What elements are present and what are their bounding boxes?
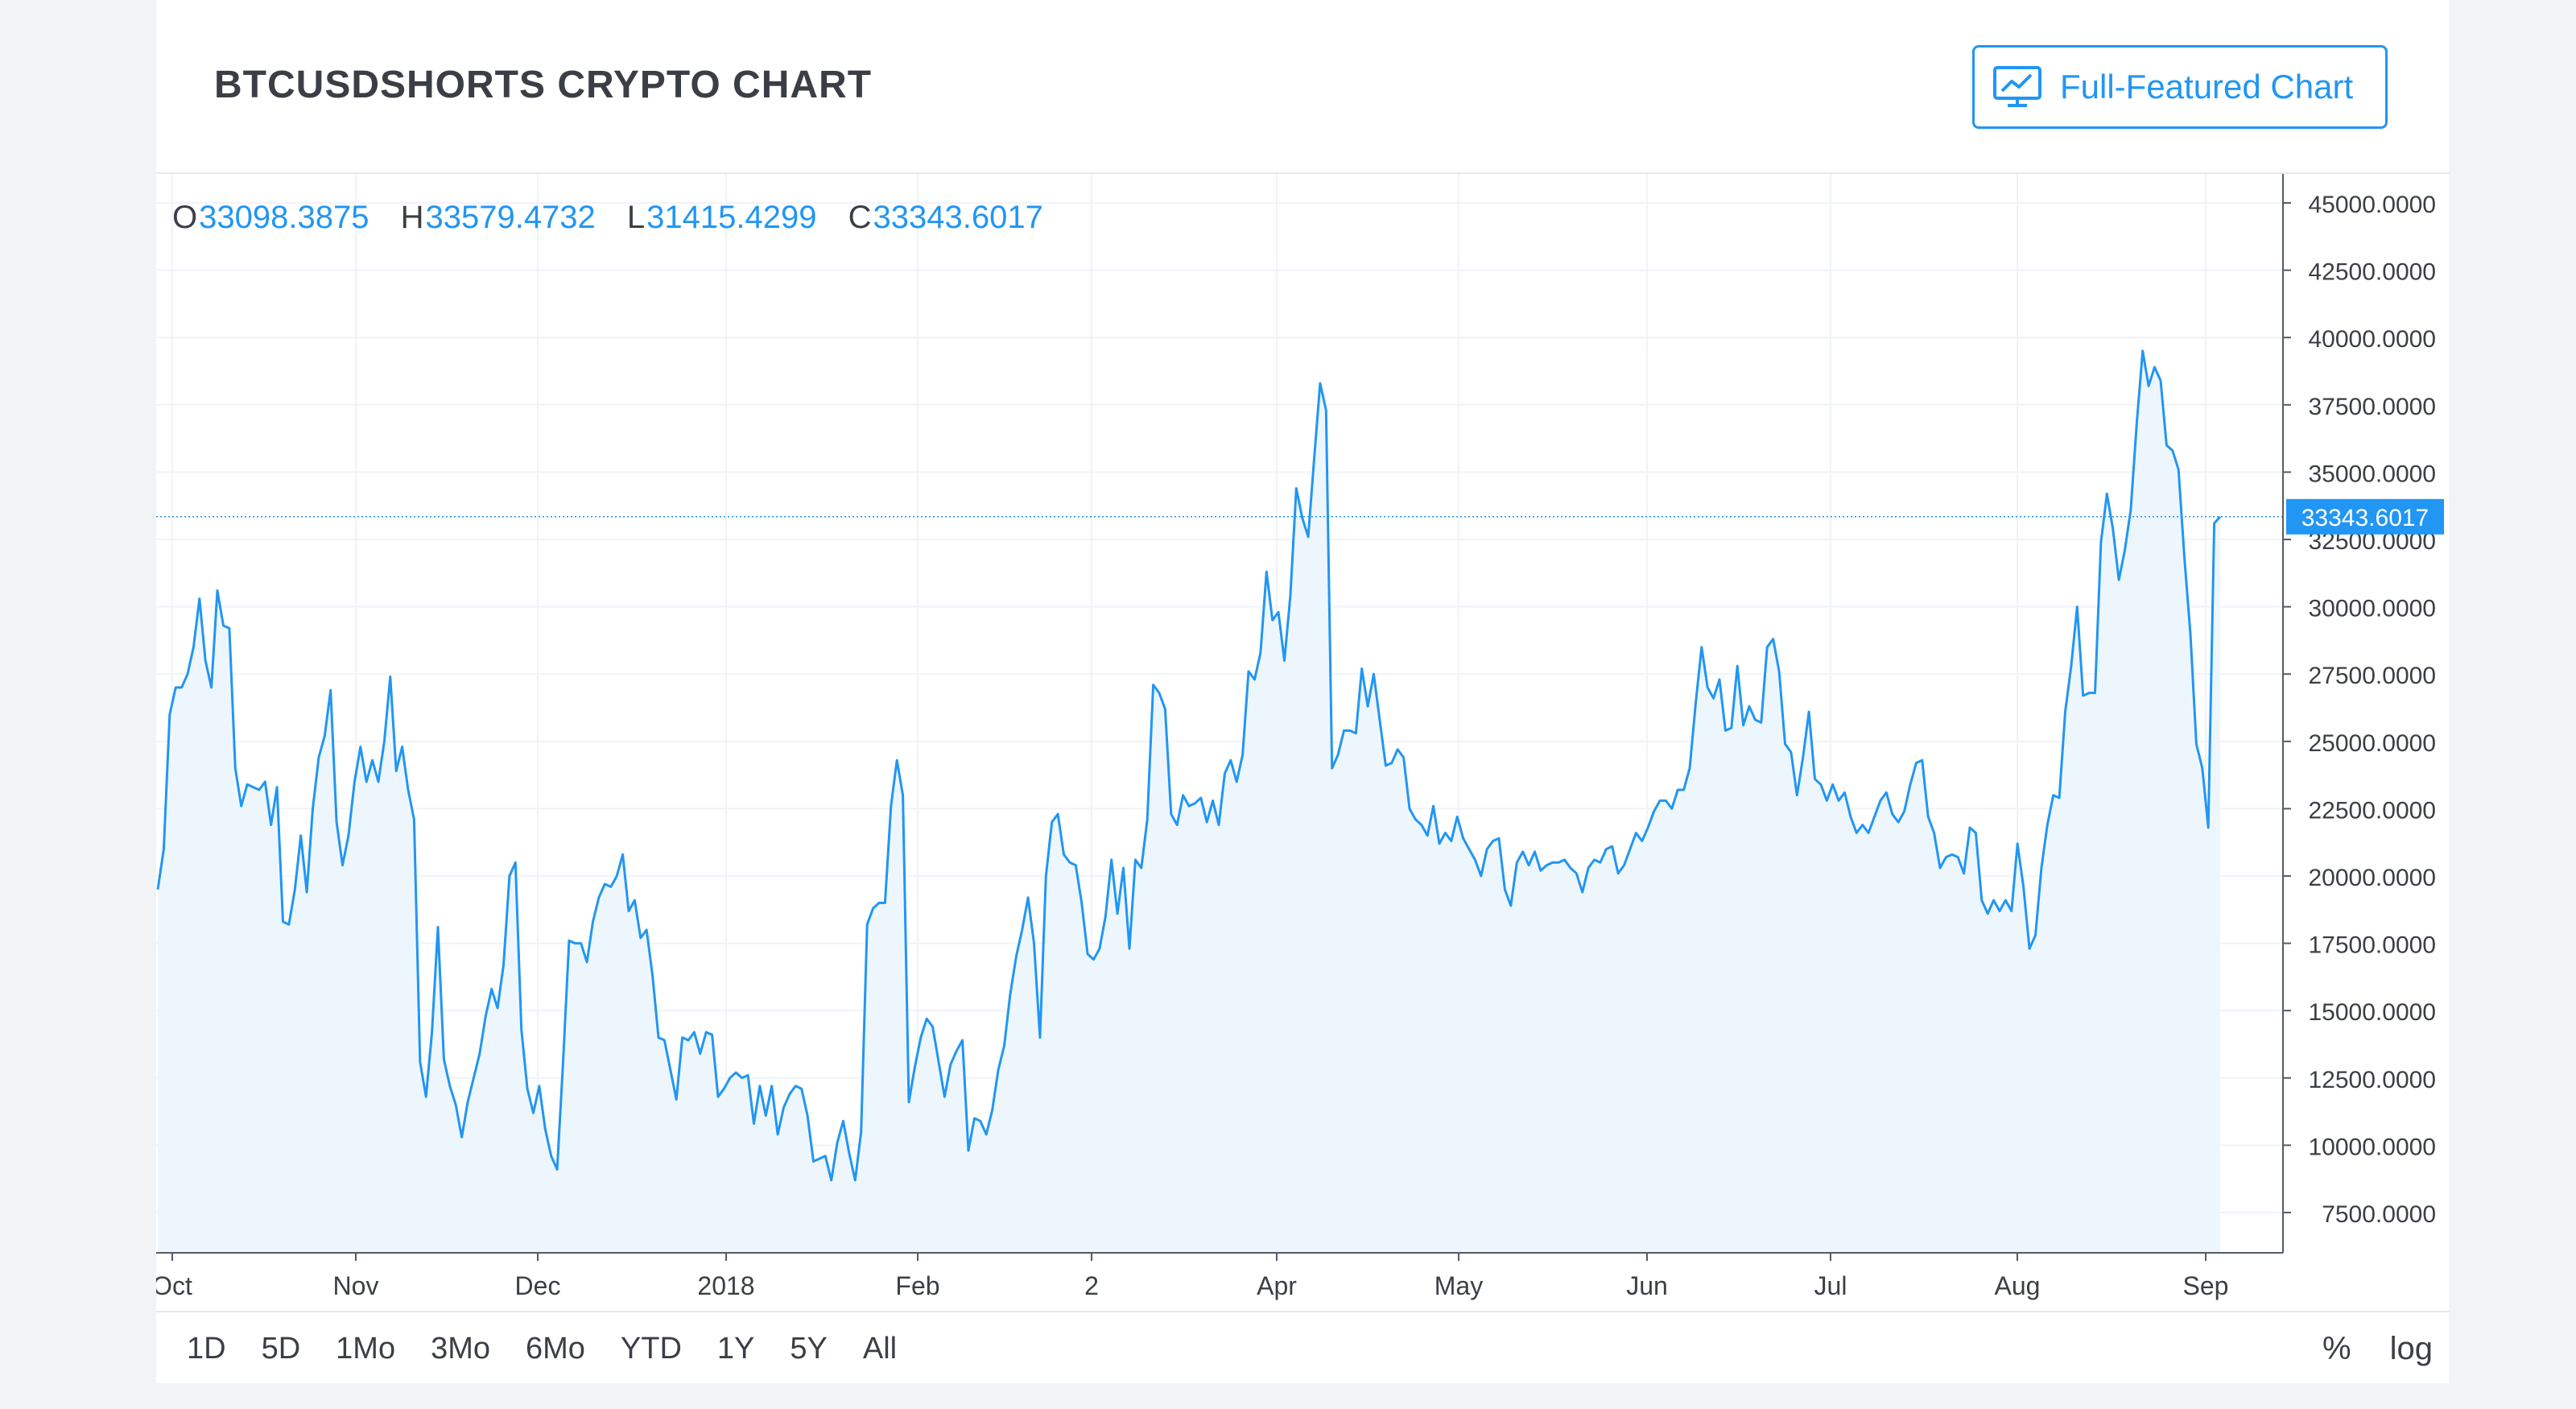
open-key: O <box>172 200 198 235</box>
scale-controls: % log <box>2284 1312 2433 1385</box>
full-featured-chart-button[interactable]: Full-Featured Chart <box>1972 45 2388 129</box>
y-tick-label: 22500.0000 <box>2309 797 2437 824</box>
range-ytd[interactable]: YTD <box>620 1331 682 1366</box>
x-tick-label: Jul <box>1814 1271 1847 1300</box>
y-tick-label: 15000.0000 <box>2309 999 2437 1026</box>
price-area <box>158 350 2220 1253</box>
x-tick-label: Nov <box>333 1271 379 1300</box>
x-tick-label: Apr <box>1257 1271 1297 1300</box>
close-value: 33343.6017 <box>873 200 1043 235</box>
range-toolbar: 1D 5D 1Mo 3Mo 6Mo YTD 1Y 5Y All % log <box>156 1311 2449 1385</box>
chart-card: BTCUSDSHORTS CRYPTO CHART Full-Featured … <box>156 0 2449 1383</box>
y-tick-label: 10000.0000 <box>2309 1134 2437 1160</box>
y-tick-label: 42500.0000 <box>2309 259 2437 286</box>
y-tick-label: 20000.0000 <box>2309 865 2437 891</box>
low-value: 31415.4299 <box>646 200 817 235</box>
range-1d[interactable]: 1D <box>187 1331 226 1366</box>
last-price-label: 33343.6017 <box>2301 505 2429 531</box>
high-key: H <box>400 200 424 235</box>
x-tick-label: Oct <box>156 1271 192 1300</box>
y-tick-label: 7500.0000 <box>2322 1201 2436 1228</box>
last-price-badge <box>2286 498 2444 535</box>
y-tick-label: 35000.0000 <box>2309 461 2437 487</box>
open-value: 33098.3875 <box>199 200 369 235</box>
y-tick-label: 12500.0000 <box>2309 1067 2437 1093</box>
price-chart[interactable]: 45000.0000 42500.0000 40000.0000 37500.0000… <box>156 0 2449 1311</box>
x-tick-label: 2 <box>1084 1271 1099 1300</box>
range-all[interactable]: All <box>862 1331 898 1366</box>
full-featured-chart-label: Full-Featured Chart <box>2060 68 2354 105</box>
y-tick-label: 27500.0000 <box>2309 663 2437 689</box>
page-title: BTCUSDSHORTS CRYPTO CHART <box>214 64 873 106</box>
x-tick-label: May <box>1435 1271 1483 1300</box>
high-value: 33579.4732 <box>425 200 596 235</box>
y-tick-label: 40000.0000 <box>2309 326 2437 353</box>
y-tick-label: 45000.0000 <box>2309 192 2437 218</box>
log-scale-toggle[interactable]: log <box>2389 1330 2433 1366</box>
range-1mo[interactable]: 1Mo <box>336 1331 396 1366</box>
x-tick-label: Aug <box>1995 1271 2041 1300</box>
percent-scale-toggle[interactable]: % <box>2322 1330 2351 1366</box>
y-tick-label: 17500.0000 <box>2309 932 2437 959</box>
range-buttons: 1D 5D 1Mo 3Mo 6Mo YTD 1Y 5Y All <box>169 1312 914 1385</box>
range-5y[interactable]: 5Y <box>790 1331 828 1366</box>
price-line <box>156 349 2222 1182</box>
x-tick-label: Sep <box>2183 1271 2229 1300</box>
chart-monitor-icon <box>1992 65 2042 109</box>
range-1y[interactable]: 1Y <box>716 1331 755 1366</box>
close-key: C <box>848 200 872 235</box>
ohlc-legend: O33098.3875 H33579.4732 L31415.4299 C333… <box>172 200 1066 236</box>
low-key: L <box>626 200 646 235</box>
chart-header: BTCUSDSHORTS CRYPTO CHART Full-Featured … <box>156 0 2449 174</box>
x-tick-label: Dec <box>515 1271 561 1300</box>
y-tick-label: 25000.0000 <box>2309 730 2437 757</box>
y-tick-label: 37500.0000 <box>2309 394 2437 420</box>
x-tick-label: Jun <box>1626 1271 1668 1300</box>
y-tick-label: 30000.0000 <box>2309 596 2437 622</box>
range-5d[interactable]: 5D <box>261 1331 301 1366</box>
range-3mo[interactable]: 3Mo <box>431 1331 490 1366</box>
x-tick-label: Feb <box>895 1271 939 1300</box>
x-tick-label: 2018 <box>697 1271 754 1300</box>
range-6mo[interactable]: 6Mo <box>526 1331 585 1366</box>
